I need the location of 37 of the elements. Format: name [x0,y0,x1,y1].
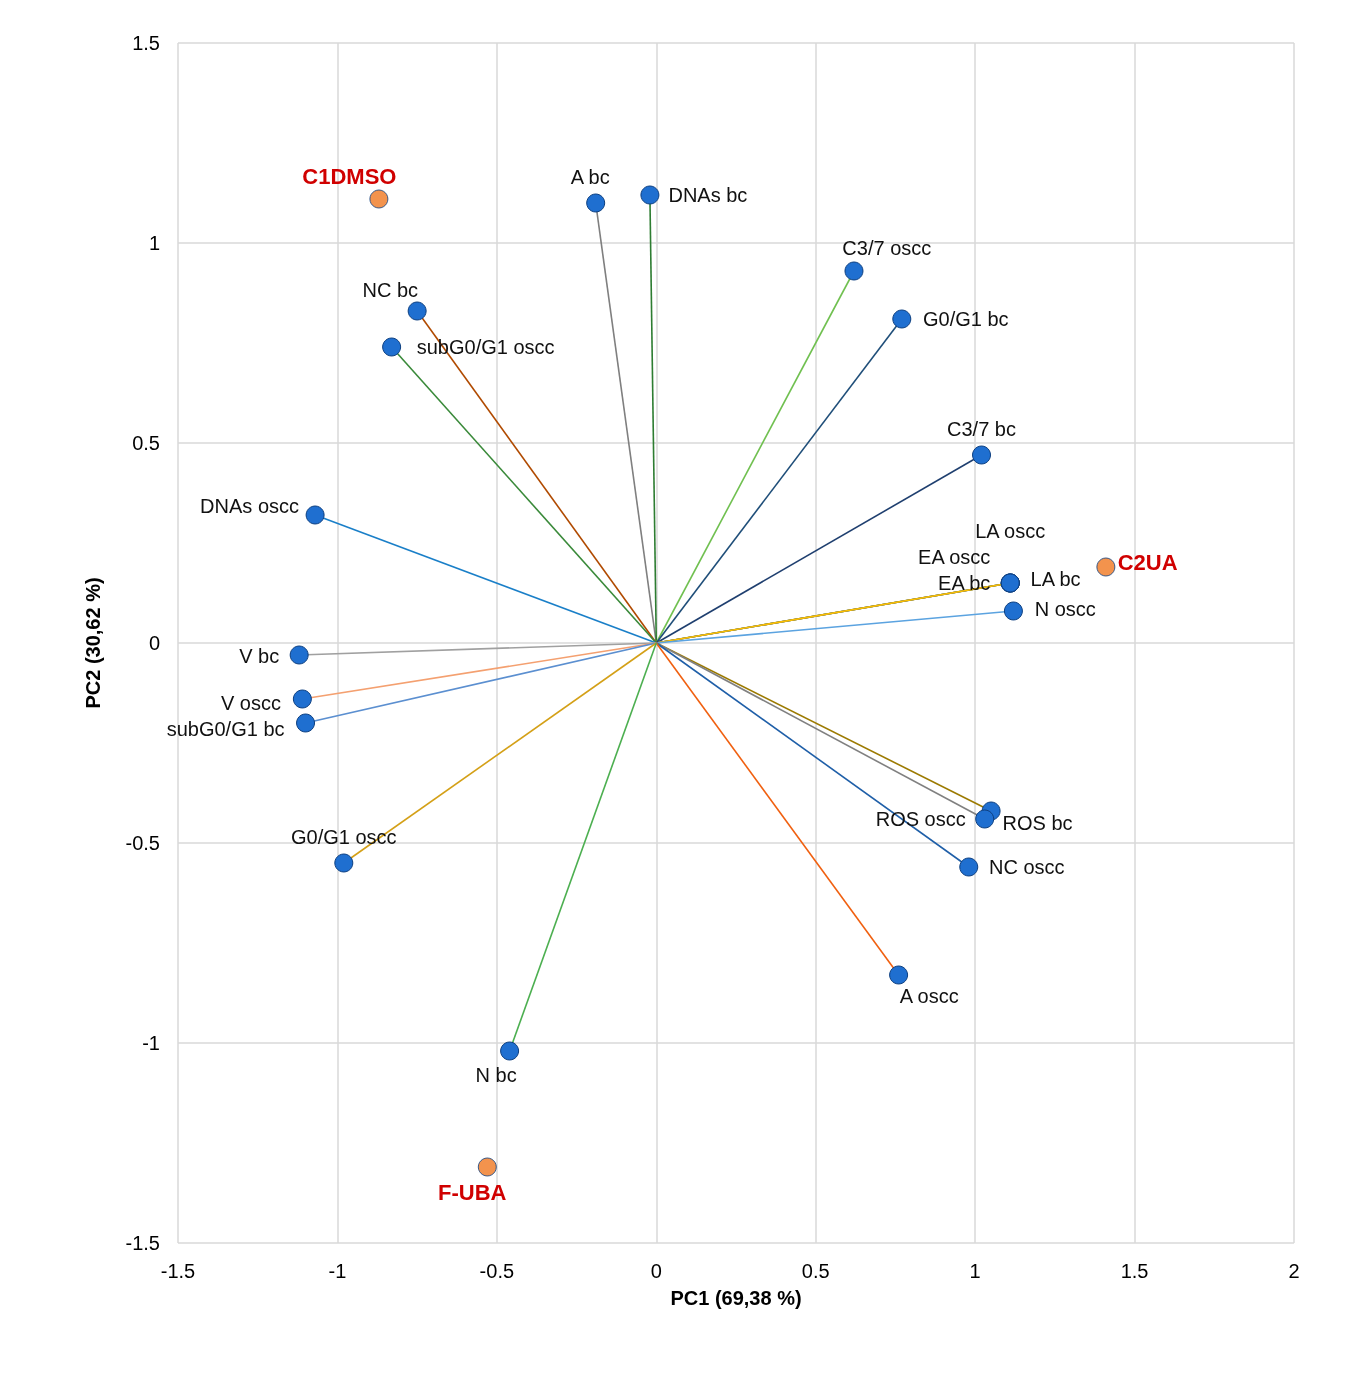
series-label: DNAs oscc [200,494,300,517]
series-label: ROS bc [1002,811,1073,834]
x-axis-title: PC1 (69,38 %) [670,1287,802,1309]
series-label: A oscc [899,985,959,1007]
series-label: V oscc [220,692,282,715]
x-tick-label: 1.5 [1120,1260,1149,1282]
y-tick-label: 0.5 [132,432,160,454]
y-tick-label: 1.5 [132,32,160,54]
y-tick-label: 1 [148,232,160,254]
series-label: C3/7 bc [947,418,1016,440]
y-tick-label: -0.5 [125,832,160,854]
series-label: EA oscc [918,546,991,568]
y-tick-label: -1 [142,1032,160,1054]
x-tick-label: 1 [969,1260,981,1282]
y-axis-title: PC2 (30,62 %) [82,577,104,709]
text: LA oscc [975,520,1046,542]
series-label: V bc [239,644,280,667]
series-label: NC bc [362,278,419,301]
series-label: NC oscc [988,856,1065,878]
series-label: F-UBA [438,1180,507,1206]
x-tick-label: -1 [328,1260,347,1282]
series-label: G0/G1 bc [923,308,1009,330]
series-label: C3/7 oscc [842,237,932,260]
series-label: LA bc [1030,567,1081,590]
x-tick-label: -0.5 [479,1260,515,1282]
x-tick-label: 0 [650,1260,662,1282]
series-label: C2UA [1117,550,1178,575]
series-label: A bc [570,166,610,189]
series-label: DNAs bc [668,184,748,206]
y-tick-label: 0 [148,632,160,654]
series-label: N oscc [1034,597,1096,620]
x-tick-label: 0.5 [801,1260,830,1282]
y-tick-label: -1.5 [125,1232,160,1254]
series-label: N bc [475,1064,517,1087]
x-tick-label: 2 [1288,1260,1300,1282]
series-label: C1DMSO [302,163,397,189]
series-label: subG0/G1 bc [166,717,285,740]
